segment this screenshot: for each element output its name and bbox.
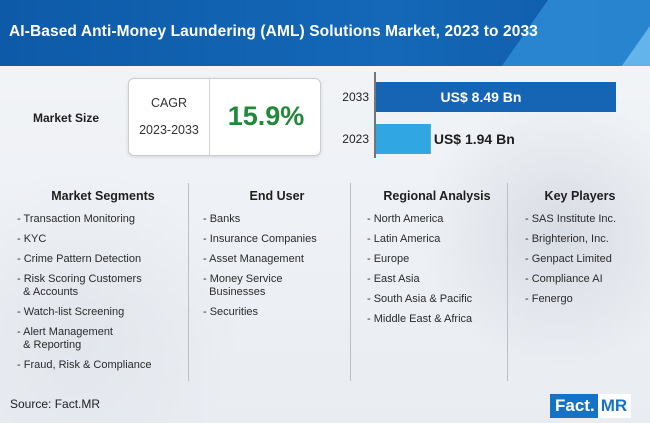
- column-market-segments: Market Segments - Transaction Monitoring…: [17, 183, 189, 383]
- list-item: - KYC: [17, 233, 47, 245]
- value-label: US$ 8.49 Bn: [441, 89, 522, 105]
- bar-2033: [376, 82, 616, 112]
- cagr-value: 15.9%: [227, 101, 305, 131]
- list-item: - Transaction Monitoring: [17, 213, 135, 225]
- column-list: - Banks - Insurance Companies - Asset Mana…: [203, 213, 351, 319]
- column-divider: [188, 183, 189, 381]
- list-item: - Watch-list Screening: [17, 306, 125, 318]
- list-item: - Alert Management & Reporting: [17, 326, 113, 351]
- list-item: - Insurance Companies: [203, 233, 317, 245]
- market-size-label: Market Size: [33, 111, 100, 125]
- header-banner: AI-Based Anti-Money Laundering (AML) Sol…: [0, 0, 650, 66]
- list-item: - Compliance AI: [525, 273, 603, 285]
- bar-2023: [376, 124, 431, 154]
- column-heading: Market Segments: [51, 189, 155, 203]
- list-item: - Middle East & Africa: [367, 313, 473, 325]
- column-end-user: End User - Banks - Insurance Companies - A…: [203, 183, 351, 383]
- list-item: - Genpact Limited: [525, 253, 612, 265]
- list-item: - Banks: [203, 213, 241, 225]
- column-divider: [507, 183, 508, 381]
- logo-part-fact: Fact.: [550, 394, 598, 418]
- list-item: - South Asia & Pacific: [367, 293, 473, 305]
- column-heading: End User: [249, 189, 305, 203]
- column-divider: [350, 183, 351, 381]
- category-label: 2023: [342, 132, 369, 146]
- column-key-players: Key Players - SAS Institute Inc. - Bright…: [525, 183, 635, 383]
- list-item: - Money Service Businesses: [203, 273, 283, 298]
- cagr-period: 2023-2033: [139, 123, 199, 137]
- source-note: Source: Fact.MR: [10, 397, 101, 411]
- list-item: - Europe: [367, 253, 410, 265]
- market-size-bar-chart: 2033 US$ 8.49 Bn 2023 US$ 1.94 Bn: [342, 72, 616, 158]
- list-item: - Fraud, Risk & Compliance: [17, 359, 152, 371]
- column-heading: Key Players: [544, 189, 616, 203]
- list-item: - Asset Management: [203, 253, 304, 265]
- list-item: - Securities: [203, 306, 259, 318]
- list-item: - Brighterion, Inc.: [525, 233, 609, 245]
- segments-panel: Market Segments - Transaction Monitoring…: [17, 183, 637, 383]
- value-label: US$ 1.94 Bn: [434, 131, 515, 147]
- list-item: - Latin America: [367, 233, 441, 245]
- cagr-divider: [209, 79, 210, 155]
- list-item: - Crime Pattern Detection: [17, 253, 142, 265]
- cagr-label: CAGR: [150, 96, 188, 110]
- list-item: - Risk Scoring Customers & Accounts: [17, 273, 142, 298]
- cagr-box: CAGR 2023-2033 15.9%: [128, 78, 321, 156]
- column-list: - Transaction Monitoring - KYC - Crime Pat…: [17, 213, 189, 372]
- column-list: - North America - Latin America - Europe - …: [367, 213, 507, 326]
- page-title: AI-Based Anti-Money Laundering (AML) Sol…: [9, 23, 538, 40]
- list-item: - SAS Institute Inc.: [525, 213, 617, 225]
- list-item: - North America: [367, 213, 444, 225]
- list-item: - Fenergo: [525, 293, 573, 305]
- list-item: - East Asia: [367, 273, 420, 285]
- column-regional-analysis: Regional Analysis - North America - Latin…: [367, 183, 507, 383]
- column-list: - SAS Institute Inc. - Brighterion, Inc. -…: [525, 213, 635, 306]
- logo-part-mr: MR: [597, 394, 632, 418]
- column-heading: Regional Analysis: [383, 189, 491, 203]
- category-label: 2033: [342, 90, 369, 104]
- factmr-logo: Fact. MR: [550, 394, 632, 418]
